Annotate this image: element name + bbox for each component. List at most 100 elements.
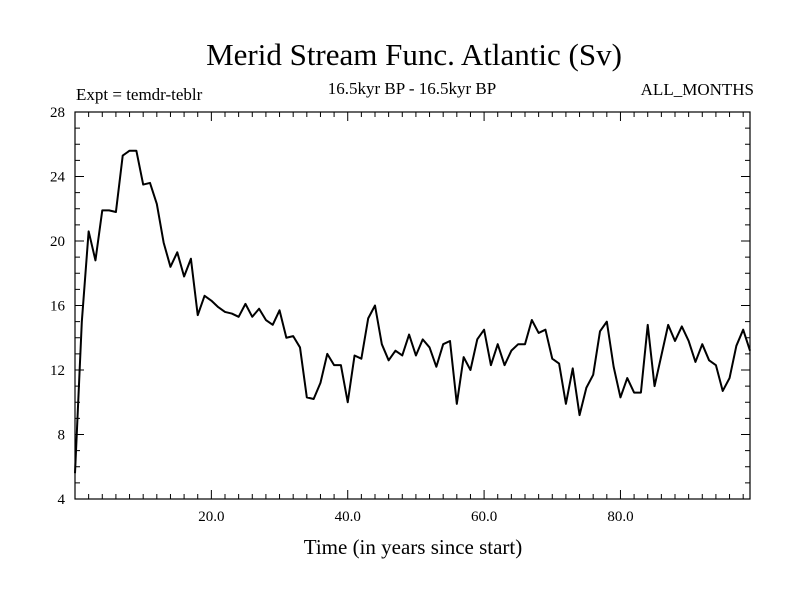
data-point — [688, 340, 690, 342]
data-point — [606, 321, 608, 323]
data-point — [660, 354, 662, 356]
subtitle-months: ALL_MONTHS — [641, 80, 754, 99]
data-point — [715, 364, 717, 366]
data-point — [149, 182, 151, 184]
x-tick-label: 20.0 — [198, 509, 224, 525]
data-point — [319, 382, 321, 384]
data-point — [647, 324, 649, 326]
data-point — [279, 309, 281, 311]
data-point — [524, 343, 526, 345]
data-point — [115, 211, 117, 213]
x-axis-tick-labels: 20.0 40.0 60.0 80.0 — [198, 509, 633, 525]
data-point — [285, 337, 287, 339]
data-point — [504, 364, 506, 366]
data-point — [681, 325, 683, 327]
data-point — [306, 396, 308, 398]
data-point — [544, 329, 546, 331]
data-point — [469, 369, 471, 371]
data-point — [388, 359, 390, 361]
data-point — [531, 319, 533, 321]
data-point — [238, 316, 240, 318]
data-point — [585, 387, 587, 389]
data-point — [613, 366, 615, 368]
series-points — [74, 150, 751, 475]
data-point — [408, 334, 410, 336]
data-point — [129, 150, 131, 152]
data-point — [592, 374, 594, 376]
data-point — [722, 390, 724, 392]
data-point — [415, 354, 417, 356]
data-point — [94, 259, 96, 261]
data-point — [381, 343, 383, 345]
data-point — [101, 209, 103, 211]
data-point — [476, 338, 478, 340]
x-tick-label: 80.0 — [607, 509, 633, 525]
data-point — [224, 311, 226, 313]
data-point — [708, 359, 710, 361]
data-point — [497, 343, 499, 345]
data-point — [394, 350, 396, 352]
y-tick-label: 16 — [50, 299, 66, 315]
data-point — [326, 353, 328, 355]
data-point — [735, 345, 737, 347]
data-point — [108, 209, 110, 211]
chart-title: Merid Stream Func. Atlantic (Sv) — [206, 37, 622, 72]
data-point — [374, 305, 376, 307]
y-axis-tick-labels: 4 8 12 16 20 24 28 — [50, 105, 66, 508]
data-point — [135, 150, 137, 152]
data-point — [429, 346, 431, 348]
data-point — [619, 396, 621, 398]
data-point — [272, 324, 274, 326]
data-point — [517, 343, 519, 345]
data-point — [742, 329, 744, 331]
data-point — [183, 275, 185, 277]
y-tick-label: 8 — [58, 428, 66, 444]
data-point — [265, 319, 267, 321]
data-point — [401, 354, 403, 356]
y-tick-label: 4 — [58, 492, 66, 508]
y-tick-label: 24 — [50, 170, 66, 186]
x-axis-label: Time (in years since start) — [304, 535, 523, 559]
x-tick-label: 40.0 — [335, 509, 361, 525]
plot-frame — [74, 111, 751, 500]
data-point — [217, 306, 219, 308]
data-point — [231, 313, 233, 315]
data-point — [122, 155, 124, 157]
data-point — [340, 364, 342, 366]
subtitle-period: 16.5kyr BP - 16.5kyr BP — [328, 79, 496, 98]
data-point — [142, 184, 144, 186]
data-point — [463, 356, 465, 358]
data-point — [204, 295, 206, 297]
data-point — [169, 266, 171, 268]
data-point — [251, 316, 253, 318]
y-tick-label: 28 — [50, 105, 65, 121]
series-line — [74, 149, 751, 474]
data-point — [360, 358, 362, 360]
data-point — [565, 403, 567, 405]
data-point — [422, 338, 424, 340]
data-point — [313, 398, 315, 400]
data-point — [510, 350, 512, 352]
data-point — [456, 403, 458, 405]
data-point — [244, 303, 246, 305]
data-point — [694, 361, 696, 363]
data-point — [367, 317, 369, 319]
data-point — [190, 258, 192, 260]
data-point — [449, 340, 451, 342]
data-point — [674, 340, 676, 342]
y-tick-label: 12 — [50, 363, 65, 379]
data-point — [81, 321, 83, 323]
data-point — [572, 367, 574, 369]
data-point — [442, 343, 444, 345]
data-point — [258, 308, 260, 310]
y-tick-label: 20 — [50, 234, 65, 250]
data-point — [347, 401, 349, 403]
data-point — [599, 330, 601, 332]
data-point — [701, 343, 703, 345]
x-tick-label: 60.0 — [471, 509, 497, 525]
data-point — [558, 363, 560, 365]
data-point — [640, 392, 642, 394]
data-point — [626, 377, 628, 379]
data-point — [579, 414, 581, 416]
data-point — [483, 329, 485, 331]
